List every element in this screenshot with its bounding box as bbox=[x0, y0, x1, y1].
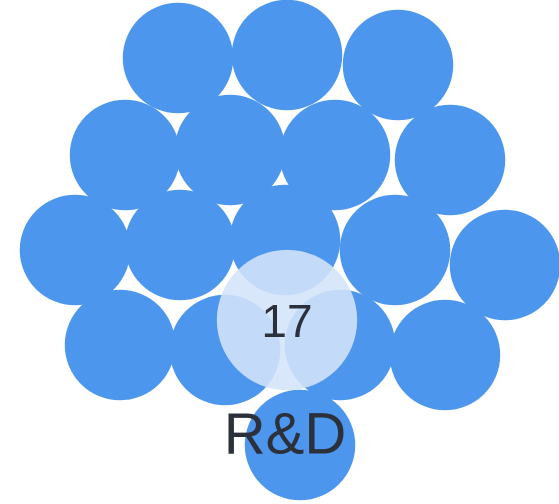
bubble-value-label: 17 bbox=[261, 295, 312, 347]
bubble-highlighted[interactable] bbox=[216, 249, 358, 391]
bubble[interactable] bbox=[449, 209, 559, 321]
bubble[interactable] bbox=[19, 194, 131, 306]
bubble[interactable] bbox=[69, 99, 181, 211]
bubble[interactable] bbox=[244, 389, 356, 501]
bubble[interactable] bbox=[124, 189, 236, 301]
bubble[interactable] bbox=[342, 9, 454, 121]
bubble[interactable] bbox=[64, 289, 176, 401]
bubble[interactable] bbox=[231, 0, 343, 111]
bubble[interactable] bbox=[174, 94, 286, 206]
bubble-category-label: R&D bbox=[224, 401, 346, 466]
bubble[interactable] bbox=[389, 299, 501, 411]
bubble[interactable] bbox=[279, 99, 391, 211]
bubble[interactable] bbox=[394, 104, 506, 216]
bubble[interactable] bbox=[122, 2, 234, 114]
bubble[interactable] bbox=[339, 194, 451, 306]
